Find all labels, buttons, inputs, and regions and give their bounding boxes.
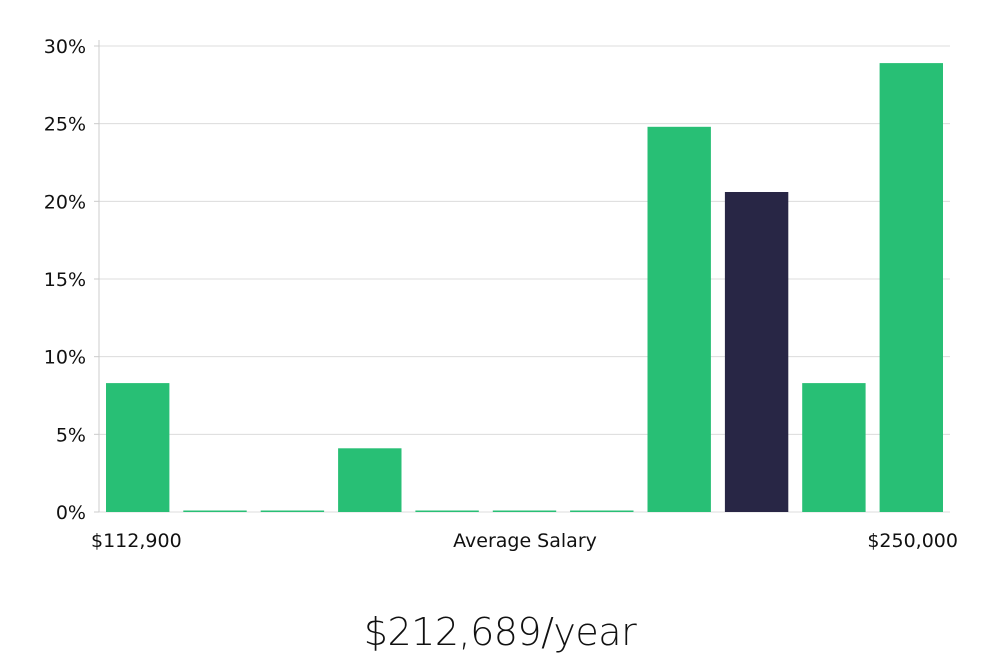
x-label-right: $250,000 [867,530,958,552]
y-tick-label: 30% [44,36,86,58]
bar [260,510,325,512]
y-tick-label: 10% [44,347,86,369]
gridlines [99,45,950,513]
y-tick-labels: 0% 5% 10% 15% 20% 25% 30% [44,36,86,524]
bar [415,510,479,512]
bar [492,510,557,512]
bar [647,126,711,513]
y-tick-label: 20% [44,191,86,213]
bar-highlighted [724,192,789,512]
bar [183,510,247,512]
x-label-left: $112,900 [91,530,182,552]
y-tick-label: 15% [44,269,86,291]
bar [106,383,170,512]
bar [570,510,634,512]
x-label-center: Average Salary [453,530,597,552]
bar [879,63,943,512]
bars [106,63,943,513]
average-salary-headline: $212,689/year [363,610,637,654]
bar [802,383,866,512]
y-tick-label: 0% [56,502,86,524]
axes [94,40,100,513]
y-tick-label: 5% [56,424,86,446]
bar [338,448,402,512]
y-tick-label: 25% [44,114,86,136]
